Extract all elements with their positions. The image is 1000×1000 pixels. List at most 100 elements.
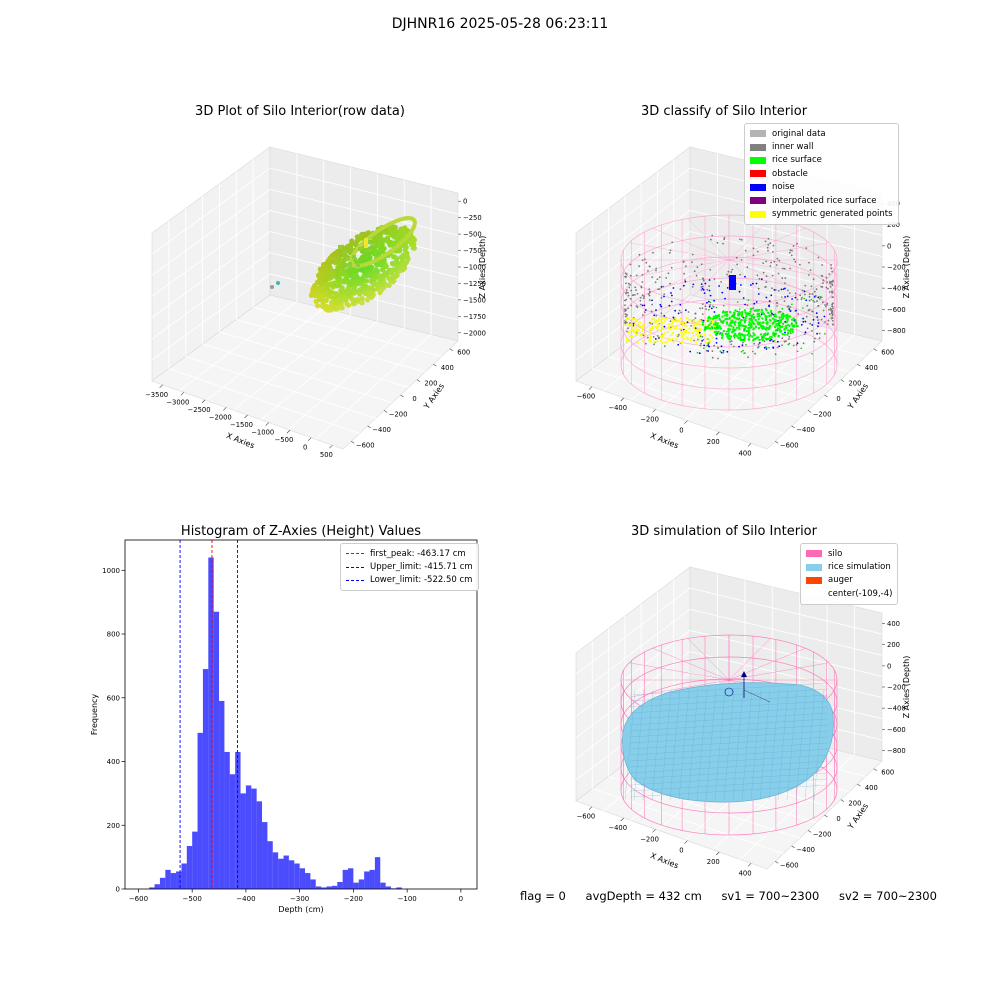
raw-point — [367, 254, 373, 261]
rice-mesh-line — [642, 689, 654, 801]
wall-point — [815, 288, 818, 291]
histogram-bar — [326, 886, 332, 889]
symmetric-point — [686, 336, 689, 339]
symmetric-point — [642, 332, 645, 335]
wall-point — [671, 241, 674, 244]
symmetric-point — [689, 339, 693, 342]
rice-surface-point — [747, 338, 750, 341]
histogram-bar — [396, 887, 402, 889]
wall-point — [806, 304, 809, 307]
rice-surface-point — [791, 325, 794, 328]
rice-surface-point — [709, 301, 712, 304]
silo-sim-cap-spoke — [728, 647, 806, 681]
avg-depth-text: avgDepth = 432 cm — [585, 889, 702, 903]
rice-surface-point — [715, 306, 718, 309]
raw-point — [352, 255, 356, 259]
histogram-bar — [331, 885, 338, 889]
wall-point — [767, 249, 769, 252]
panel1-x-tick-label: 0 — [303, 444, 307, 452]
symmetric-point — [698, 323, 701, 326]
wall-point — [624, 310, 626, 312]
wall-point — [826, 302, 829, 305]
silo-cap-spoke — [687, 259, 730, 302]
panel2-floor-grid — [684, 320, 801, 421]
rice-surface-point — [761, 336, 764, 339]
wall-point — [810, 285, 813, 288]
wall-point — [651, 323, 654, 325]
legend-entry: interpolated rice surface — [750, 194, 893, 207]
symmetric-point — [662, 327, 665, 331]
symmetric-point — [670, 334, 673, 337]
rice-mesh-line — [629, 724, 829, 738]
raw-point — [368, 286, 374, 292]
raw-point — [324, 261, 330, 267]
rice-surface-point — [753, 310, 756, 312]
symmetric-point — [683, 329, 686, 333]
wall-point — [783, 300, 786, 302]
rice-mesh-line — [723, 689, 735, 801]
raw-point — [383, 270, 389, 276]
rice-surface-point — [733, 334, 736, 337]
symmetric-point — [690, 337, 693, 340]
histogram-bar — [358, 879, 365, 889]
histogram-bar — [353, 882, 359, 889]
noise-point — [796, 342, 799, 345]
wall-point — [663, 345, 666, 348]
rice-surface-point — [739, 338, 742, 342]
panel1-floor-grid — [260, 320, 378, 421]
rice-surface-point — [725, 310, 729, 314]
histogram-bar — [278, 858, 284, 889]
center-marker — [724, 687, 734, 697]
wall-point — [784, 277, 787, 280]
wall-point — [808, 293, 811, 295]
symmetric-point — [692, 324, 695, 327]
rice-surface-point — [707, 342, 710, 345]
rice-surface-point — [738, 321, 742, 324]
symmetric-point — [658, 329, 661, 332]
panel4-y-tick — [840, 799, 845, 802]
legend-entry: noise — [750, 181, 893, 194]
rice-surface-point — [766, 334, 768, 336]
symmetric-point — [651, 327, 654, 330]
wall-point — [831, 283, 834, 286]
raw-point — [396, 248, 403, 254]
panel4-z-tick-label: −200 — [887, 684, 906, 692]
rice-surface-point — [800, 347, 802, 350]
symmetric-point — [674, 317, 677, 320]
panel1-z-tick-label: −250 — [463, 214, 482, 222]
wall-point — [639, 299, 642, 302]
legend-entry: Lower_limit: -522.50 cm — [346, 574, 473, 587]
panel4-x-tick — [684, 840, 688, 844]
noise-point — [813, 296, 816, 298]
wall-point — [789, 332, 792, 335]
panel2-floor-grid — [712, 327, 828, 430]
rice-surface-point — [729, 335, 733, 338]
wall-point — [828, 308, 830, 311]
wall-point — [831, 270, 833, 273]
symmetric-point — [653, 340, 656, 343]
wall-point — [781, 337, 784, 340]
symmetric-point — [668, 327, 671, 330]
wall-point — [635, 305, 638, 307]
rice-surface-point — [750, 318, 754, 322]
rice-surface-point — [723, 311, 727, 314]
histogram-bar — [364, 871, 370, 889]
wall-point — [795, 343, 798, 346]
rice-surface-point — [766, 320, 769, 324]
wall-point — [639, 303, 642, 306]
raw-point — [335, 305, 341, 311]
rice-mesh-line — [629, 742, 829, 756]
wall-point — [794, 260, 797, 263]
symmetric-point — [657, 318, 661, 321]
rice-surface-point — [768, 314, 771, 318]
rice-surface-point — [786, 318, 789, 322]
wall-point — [729, 340, 732, 343]
x-tick-label: −300 — [290, 895, 309, 903]
rice-surface-point — [740, 350, 743, 353]
raw-point — [402, 252, 408, 258]
simulation-surface — [620, 634, 838, 836]
wall-point — [771, 287, 773, 290]
wall-point — [679, 288, 682, 291]
noise-point — [786, 295, 789, 298]
panel4-z-tick-label: −400 — [887, 705, 906, 713]
